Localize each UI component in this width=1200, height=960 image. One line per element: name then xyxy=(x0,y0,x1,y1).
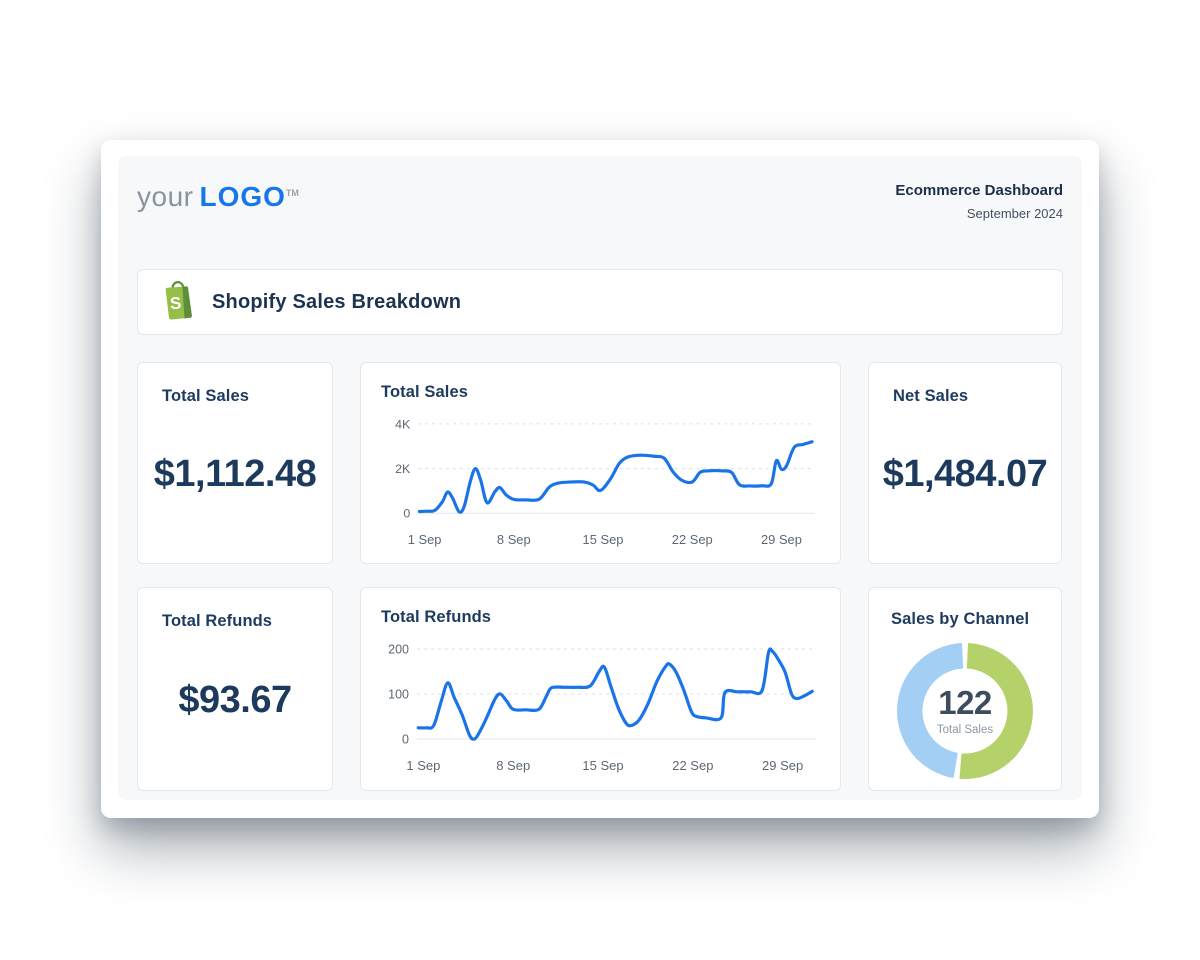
page-title: Ecommerce Dashboard xyxy=(895,182,1063,199)
svg-text:200: 200 xyxy=(388,643,409,657)
header: your LOGOTM Ecommerce Dashboard September… xyxy=(137,182,1063,222)
chart-title: Total Refunds xyxy=(381,608,492,626)
chart-title: Total Sales xyxy=(381,383,468,401)
logo-tm-mark: TM xyxy=(285,188,299,198)
sales-by-channel-card: Sales by Channel 122 Total Sales xyxy=(868,587,1062,791)
header-meta: Ecommerce Dashboard September 2024 xyxy=(895,182,1063,221)
total-refunds-value: $93.67 xyxy=(178,679,292,721)
svg-text:8 Sep: 8 Sep xyxy=(496,758,530,773)
svg-text:29 Sep: 29 Sep xyxy=(762,758,803,773)
svg-text:29 Sep: 29 Sep xyxy=(761,532,802,547)
svg-text:0: 0 xyxy=(402,733,409,747)
svg-text:1 Sep: 1 Sep xyxy=(406,758,440,773)
svg-text:1 Sep: 1 Sep xyxy=(408,532,442,547)
chart-title: Sales by Channel xyxy=(891,610,1030,628)
total-refunds-line-chart: 0 100 200 1 Sep 8 Sep 15 Sep 22 Sep 29 Sep xyxy=(388,643,816,773)
dashboard-sheet: your LOGOTM Ecommerce Dashboard September… xyxy=(101,140,1099,818)
cards-grid: Total Sales $1,112.48 Total Sales 0 2K 4K 1… xyxy=(137,362,1063,791)
logo-prefix: your xyxy=(137,181,194,212)
donut-segment-green xyxy=(959,643,1033,779)
donut-segment-blue xyxy=(896,643,964,779)
svg-text:2K: 2K xyxy=(395,462,411,476)
report-period: September 2024 xyxy=(966,206,1063,221)
stat-title: Total Refunds xyxy=(162,612,273,630)
stat-title: Net Sales xyxy=(893,387,969,405)
svg-text:0: 0 xyxy=(403,507,410,521)
svg-text:8 Sep: 8 Sep xyxy=(497,532,531,547)
svg-text:4K: 4K xyxy=(395,417,411,431)
net-sales-stat-card: Net Sales $1,484.07 xyxy=(868,362,1062,564)
section-header-card: S Shopify Sales Breakdown xyxy=(137,269,1063,335)
section-title: Shopify Sales Breakdown xyxy=(212,290,462,313)
dashboard-panel: your LOGOTM Ecommerce Dashboard September… xyxy=(118,156,1082,800)
stat-title: Total Sales xyxy=(162,387,249,405)
svg-text:100: 100 xyxy=(388,688,409,702)
total-sales-chart-card: Total Sales 0 2K 4K 1 Sep 8 Sep 15 Sep 22 Sep 2… xyxy=(360,362,841,564)
sales-by-channel-donut xyxy=(896,643,1033,779)
logo: your LOGOTM xyxy=(137,182,299,212)
svg-text:S: S xyxy=(169,293,182,313)
svg-text:22 Sep: 22 Sep xyxy=(672,532,713,547)
total-sales-stat-card: Total Sales $1,112.48 xyxy=(137,362,333,564)
total-sales-line-chart: 0 2K 4K 1 Sep 8 Sep 15 Sep 22 Sep 29 Sep xyxy=(395,417,815,547)
net-sales-value: $1,484.07 xyxy=(882,453,1048,495)
total-sales-value: $1,112.48 xyxy=(153,453,317,495)
donut-chart-wrap: 122 Total Sales xyxy=(895,641,1035,781)
total-refunds-stat-card: Total Refunds $93.67 xyxy=(137,587,333,791)
shopify-icon: S xyxy=(161,280,195,325)
svg-text:15 Sep: 15 Sep xyxy=(582,758,623,773)
svg-text:15 Sep: 15 Sep xyxy=(583,532,624,547)
svg-text:22 Sep: 22 Sep xyxy=(672,758,713,773)
total-refunds-chart-card: Total Refunds 0 100 200 1 Sep 8 Sep 15 Sep 22 … xyxy=(360,587,841,791)
logo-brand: LOGO xyxy=(199,181,286,212)
